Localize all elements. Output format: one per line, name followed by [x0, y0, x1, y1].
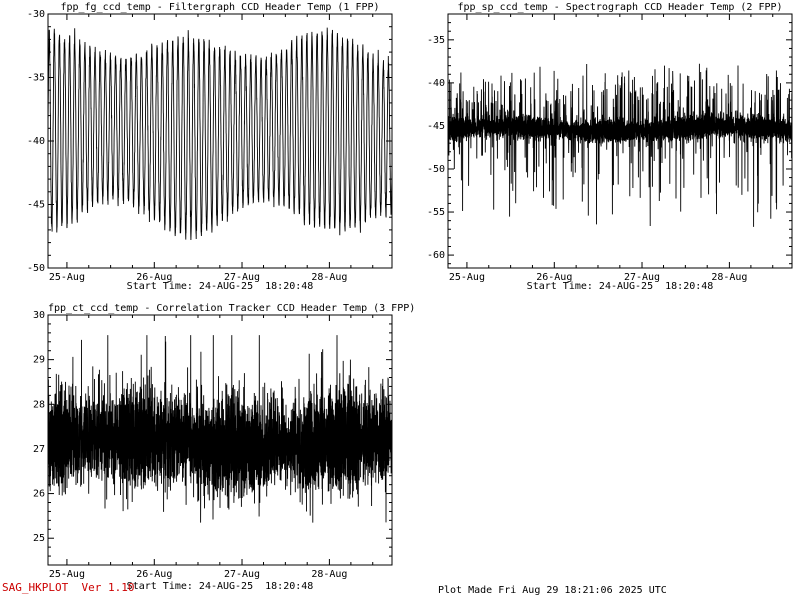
chart-fg-ccd-temp: fpp_fg_ccd_temp - Filtergraph CCD Header… [0, 0, 400, 300]
y-tick-label: -30 [27, 9, 45, 20]
x-tick-label: 26-Aug [536, 272, 572, 283]
y-tick-label: -50 [27, 263, 45, 274]
y-tick-label: -40 [427, 78, 445, 89]
chart-sp-ccd-temp: fpp_sp_ccd_temp - Spectrograph CCD Heade… [400, 0, 800, 300]
x-tick-label: 26-Aug [136, 569, 172, 580]
y-tick-label: 25 [33, 533, 45, 544]
x-tick-label: 28-Aug [711, 272, 747, 283]
plot-area-sp: -35 -40 -45 -50 -55 -60 25-Aug 26-Aug 27-Aug 28-A… [427, 13, 793, 283]
y-tick-label: -35 [427, 35, 445, 46]
x-tick-label: 28-Aug [311, 272, 347, 283]
x-tick-label: 27-Aug [624, 272, 660, 283]
start-time-label-sp: Start Time: 24-AUG-25 18:20:48 [526, 281, 714, 292]
x-tick-label: 28-Aug [311, 569, 347, 580]
data-series [47, 335, 393, 523]
y-tick-label: 28 [33, 399, 45, 410]
x-tick-label: 27-Aug [224, 272, 260, 283]
y-tick-label: -45 [27, 200, 45, 211]
plot-area-fg: -30 -35 -40 -45 -50 25-Aug 26-Aug 27-Aug 28-Aug [27, 9, 393, 283]
y-tick-label: -55 [427, 207, 445, 218]
x-tick-label: 26-Aug [136, 272, 172, 283]
chart-title-ct: fpp_ct_ccd_temp - Correlation Tracker CC… [48, 303, 416, 314]
chart-title-sp: fpp_sp_ccd_temp - Spectrograph CCD Heade… [457, 2, 783, 13]
y-tick-label: -45 [427, 121, 445, 132]
start-time-label-fg: Start Time: 24-AUG-25 18:20:48 [126, 281, 314, 292]
x-tick-label: 25-Aug [49, 272, 85, 283]
x-tick-label: 25-Aug [49, 569, 85, 580]
x-tick-label: 25-Aug [449, 272, 485, 283]
program-version-label: SAG_HKPLOT Ver 1.10 [2, 581, 135, 594]
x-tick-label: 27-Aug [224, 569, 260, 580]
y-tick-label: 29 [33, 355, 45, 366]
chart-title-fg: fpp_fg_ccd_temp - Filtergraph CCD Header… [60, 2, 380, 13]
plot-made-timestamp: Plot Made Fri Aug 29 18:21:06 2025 UTC [438, 585, 667, 596]
y-tick-label: 27 [33, 444, 45, 455]
data-series [47, 27, 393, 241]
y-tick-label: 26 [33, 489, 45, 500]
plot-area-ct: 30 29 28 27 26 25 25-Aug 26-Aug 27-Aug 28-Aug [33, 310, 393, 580]
data-series [447, 63, 793, 227]
y-tick-label: -60 [427, 250, 445, 261]
y-tick-label: -50 [427, 164, 445, 175]
start-time-label-ct: Start Time: 24-AUG-25 18:20:48 [126, 581, 314, 592]
chart-ct-ccd-temp: fpp_ct_ccd_temp - Correlation Tracker CC… [0, 300, 416, 600]
y-tick-label: -35 [27, 73, 45, 84]
y-tick-label: 30 [33, 310, 45, 321]
y-tick-label: -40 [27, 136, 45, 147]
